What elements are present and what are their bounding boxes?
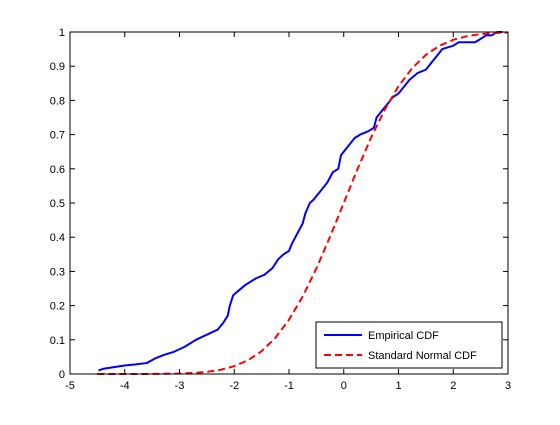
y-tick-label: 0.5: [50, 198, 65, 210]
y-tick-label: 0: [59, 369, 65, 381]
plot-area: [70, 32, 508, 374]
y-tick-label: 0.1: [50, 335, 65, 347]
y-tick-label: 0.2: [50, 301, 65, 313]
y-tick-label: 0.4: [50, 232, 65, 244]
x-tick-label: -4: [120, 380, 130, 392]
legend-label-standard-normal-cdf: Standard Normal CDF: [368, 350, 477, 362]
legend-box: [315, 321, 503, 369]
x-tick-label: -3: [175, 380, 185, 392]
series-line-standard-normal-cdf: [97, 31, 509, 375]
y-tick-label: 0.8: [50, 95, 65, 107]
y-tick-label: 0.7: [50, 130, 65, 142]
x-tick-label: -2: [229, 380, 239, 392]
y-tick-label: 1: [59, 27, 65, 39]
y-tick-label: 0.3: [50, 266, 65, 278]
series-line-empirical-cdf: [98, 31, 503, 372]
legend-label-empirical-cdf: Empirical CDF: [368, 330, 439, 342]
x-tick-label: -1: [284, 380, 294, 392]
x-tick-label: 1: [395, 380, 401, 392]
y-tick-label: 0.6: [50, 164, 65, 176]
x-tick-label: 0: [341, 380, 347, 392]
x-tick-label: 3: [505, 380, 511, 392]
y-tick-label: 0.9: [50, 61, 65, 73]
x-tick-label: -5: [65, 380, 75, 392]
x-tick-label: 2: [450, 380, 456, 392]
